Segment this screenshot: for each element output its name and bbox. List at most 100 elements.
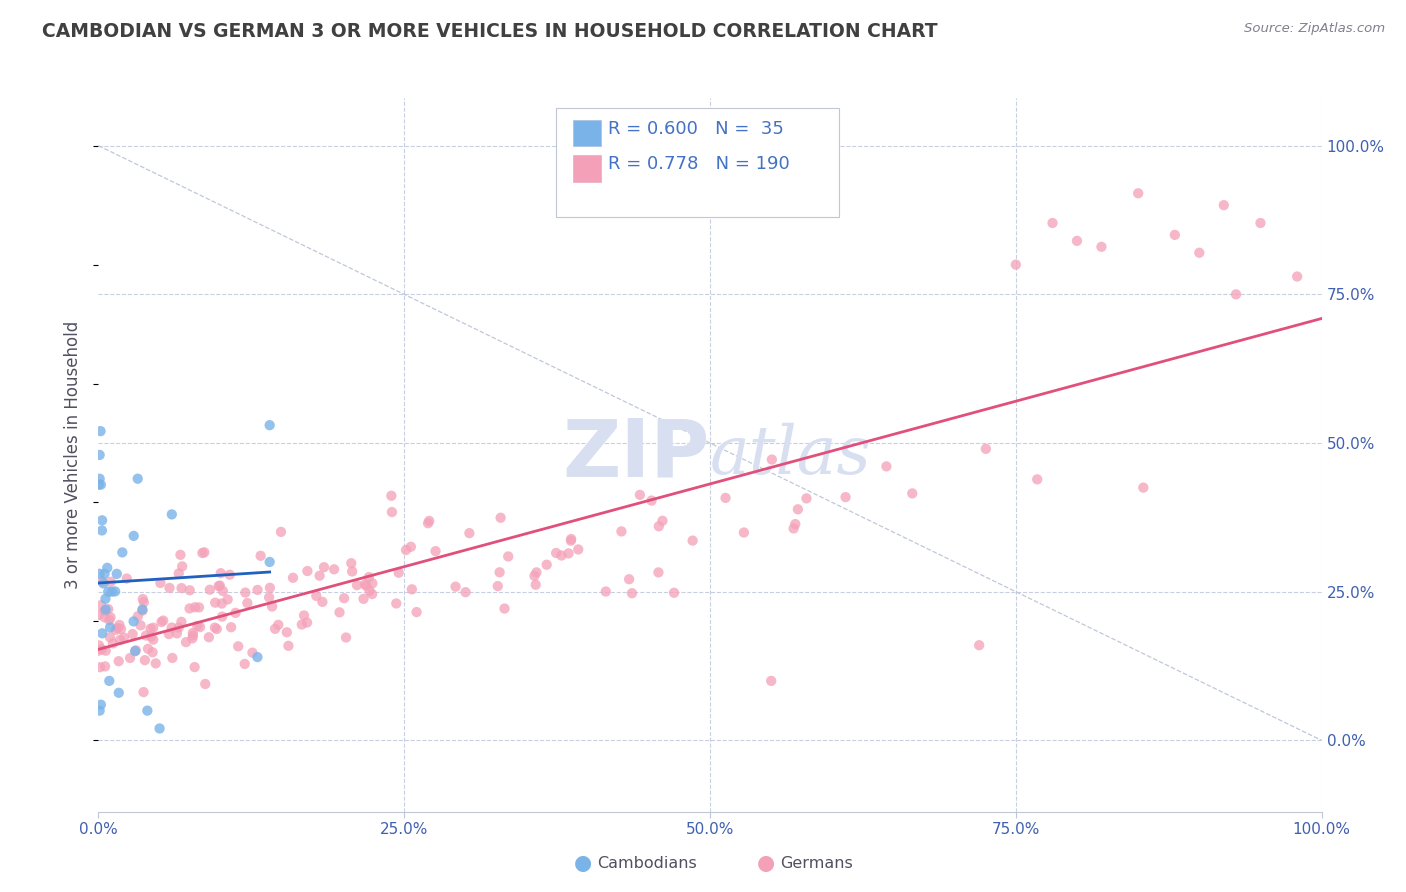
Point xyxy=(131,604,153,618)
Point xyxy=(98,620,121,634)
Point xyxy=(1026,472,1049,486)
Point xyxy=(1004,258,1026,272)
Point xyxy=(169,548,191,562)
Point xyxy=(536,558,558,572)
Point xyxy=(1188,245,1211,260)
Point xyxy=(141,630,163,644)
Point xyxy=(380,489,402,503)
Point xyxy=(901,486,924,500)
Point xyxy=(160,621,183,635)
Point xyxy=(217,592,239,607)
Point xyxy=(388,566,411,580)
Point xyxy=(628,488,651,502)
Point xyxy=(546,546,568,560)
Point xyxy=(219,620,242,634)
Point xyxy=(94,659,117,673)
Point xyxy=(122,615,145,629)
Point xyxy=(560,532,582,546)
Point xyxy=(249,549,271,563)
Point xyxy=(97,602,120,616)
Point xyxy=(496,549,519,564)
Point xyxy=(132,592,155,607)
Point xyxy=(110,622,132,636)
Point xyxy=(761,452,783,467)
Point xyxy=(179,583,201,598)
Point xyxy=(112,631,135,645)
Point xyxy=(93,566,115,581)
Point xyxy=(1249,216,1271,230)
Point xyxy=(94,610,117,624)
Point xyxy=(489,510,512,524)
Point xyxy=(340,556,363,570)
Point xyxy=(281,571,304,585)
Point xyxy=(122,529,145,543)
Point xyxy=(186,619,208,633)
Point xyxy=(91,513,114,527)
Point xyxy=(218,567,240,582)
Point xyxy=(142,621,165,635)
Point xyxy=(425,544,447,558)
Point xyxy=(259,581,281,595)
Point xyxy=(208,579,231,593)
Point xyxy=(93,576,115,591)
Point xyxy=(381,505,404,519)
Point xyxy=(204,596,226,610)
Point xyxy=(181,632,204,646)
Point xyxy=(145,657,167,671)
Point xyxy=(90,642,112,657)
Point xyxy=(557,546,579,560)
Point xyxy=(270,524,292,539)
Point xyxy=(211,597,233,611)
Point xyxy=(617,572,640,586)
Point xyxy=(107,654,129,668)
Text: Germans: Germans xyxy=(780,856,853,871)
Point xyxy=(121,627,143,641)
Point xyxy=(333,591,356,606)
Point xyxy=(108,632,131,647)
Point xyxy=(353,591,375,606)
Point xyxy=(100,574,122,589)
Point xyxy=(198,582,221,597)
Point xyxy=(416,516,439,531)
Point xyxy=(786,502,808,516)
Point xyxy=(90,477,112,491)
Point xyxy=(967,638,990,652)
Point xyxy=(682,533,704,548)
Point xyxy=(323,562,346,576)
Point xyxy=(98,613,121,627)
Point xyxy=(89,566,111,581)
Point xyxy=(129,618,152,632)
Text: ●: ● xyxy=(758,854,775,873)
Point xyxy=(399,540,422,554)
Point xyxy=(170,615,193,629)
Point xyxy=(166,626,188,640)
Point xyxy=(796,491,818,506)
Point xyxy=(208,578,231,592)
Point xyxy=(211,609,233,624)
Point xyxy=(101,636,124,650)
Point xyxy=(405,605,427,619)
Point xyxy=(108,618,131,632)
Point xyxy=(90,599,112,613)
Point xyxy=(167,620,190,634)
Point xyxy=(142,632,165,647)
Point xyxy=(212,584,235,599)
Point xyxy=(297,564,319,578)
Point xyxy=(292,608,315,623)
Point xyxy=(125,643,148,657)
Point xyxy=(354,577,377,591)
Point xyxy=(87,608,110,623)
Point xyxy=(328,605,350,619)
Point xyxy=(107,621,129,635)
Point xyxy=(96,561,118,575)
Point xyxy=(198,630,221,644)
Point xyxy=(1225,287,1247,301)
Point xyxy=(264,622,287,636)
Point xyxy=(395,543,418,558)
Point xyxy=(91,626,114,640)
Point xyxy=(105,566,128,581)
Point xyxy=(111,545,134,559)
Text: CAMBODIAN VS GERMAN 3 OR MORE VEHICLES IN HOUSEHOLD CORRELATION CHART: CAMBODIAN VS GERMAN 3 OR MORE VEHICLES I… xyxy=(42,22,938,41)
Point xyxy=(1066,234,1088,248)
Point xyxy=(1164,227,1187,242)
